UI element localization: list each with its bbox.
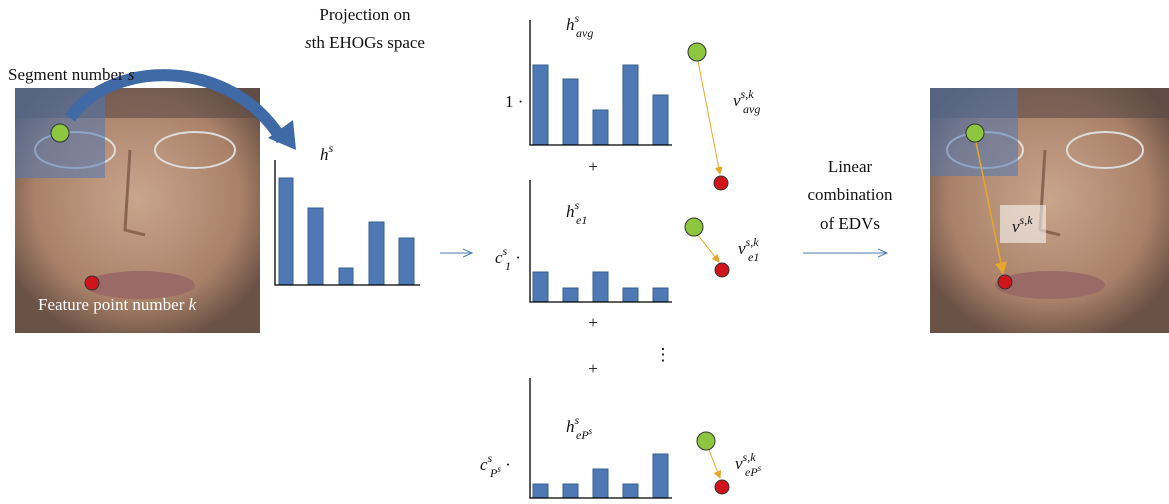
feature-label: Feature point number k [38, 295, 197, 314]
base: h [566, 417, 575, 436]
histogram [529, 180, 672, 303]
base: v [733, 91, 741, 110]
base: v [1012, 217, 1020, 236]
combination-label: of EDVs [820, 214, 880, 233]
label-box [1000, 205, 1046, 243]
projection-label: sth EHOGs space [305, 33, 425, 52]
base: v [738, 239, 746, 258]
curved-arrow [65, 69, 288, 144]
edv [687, 42, 729, 191]
base: c [480, 455, 488, 474]
histogram [529, 378, 672, 499]
sup: s [575, 198, 580, 212]
math-label: hs ePs [566, 413, 593, 442]
histogram [274, 160, 420, 286]
sup: s [488, 451, 493, 465]
feature-point [997, 274, 1013, 290]
feature-point [84, 275, 100, 291]
label-var: s [305, 33, 312, 52]
math-label: hs e1 [566, 198, 587, 227]
result-label: vs,k [1012, 213, 1033, 236]
sup: s [575, 11, 580, 25]
histogram-label: hs [320, 141, 334, 164]
combination-label: Linear [828, 157, 873, 176]
base: c [495, 248, 503, 267]
edv [684, 217, 730, 278]
dot: · [511, 248, 521, 267]
label-var: s [128, 65, 135, 84]
ellipsis: ⋮ [655, 345, 672, 364]
subsup: s [758, 463, 762, 473]
projection-label: Projection on [319, 5, 411, 24]
sup: s,k [741, 87, 755, 101]
feature-point [50, 123, 70, 143]
sup: s [329, 141, 334, 155]
sup: s [575, 413, 580, 427]
arrow-head [268, 120, 296, 150]
combination-label: combination [808, 185, 893, 204]
sup: s [503, 244, 508, 258]
sup: s,k [1020, 213, 1034, 227]
sub: e1 [748, 250, 759, 264]
math-label: hs avg [566, 11, 593, 40]
base: h [566, 15, 575, 34]
subsup: s [589, 426, 593, 436]
math-label: vs,k avg [733, 87, 760, 116]
text: 1 · [505, 92, 523, 111]
math-label: vs,k e1 [738, 235, 759, 264]
base: h [320, 145, 329, 164]
edv [696, 431, 730, 495]
segment-label: Segment number s [8, 65, 135, 84]
face-image [15, 88, 260, 333]
sub: P [489, 466, 498, 480]
base: v [735, 454, 743, 473]
dot: · [501, 455, 511, 474]
sup: s,k [746, 235, 760, 249]
sup: s,k [743, 450, 757, 464]
plus: + [588, 313, 598, 332]
math-label: vs,k ePs [735, 450, 762, 479]
math-label: cs Ps · [480, 451, 511, 480]
feature-point [965, 123, 985, 143]
subsup: s [497, 464, 501, 474]
sub: eP [745, 465, 758, 479]
label-text: Feature point number [38, 295, 189, 314]
sub: avg [743, 102, 760, 116]
sub: eP [576, 428, 589, 442]
math-label: 1 · [505, 92, 523, 111]
label-var: k [189, 295, 197, 314]
edv [975, 141, 1007, 275]
label-text: th EHOGs space [312, 33, 425, 52]
base: h [566, 202, 575, 221]
plus: + [588, 359, 598, 378]
sub: avg [576, 26, 593, 40]
label-text: Segment number [8, 65, 128, 84]
plus: + [588, 157, 598, 176]
sub: 1 [505, 259, 511, 273]
math-label: cs 1 · [495, 244, 521, 273]
histogram [529, 20, 672, 146]
sub: e1 [576, 213, 587, 227]
